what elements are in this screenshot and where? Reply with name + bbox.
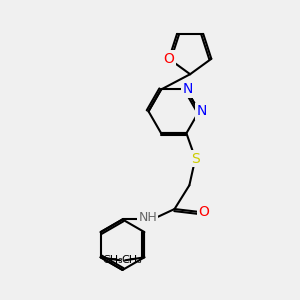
Text: CH₃: CH₃ xyxy=(103,255,124,265)
Text: O: O xyxy=(164,52,174,66)
Text: NH: NH xyxy=(138,212,157,224)
Text: CH₃: CH₃ xyxy=(122,255,142,265)
Text: O: O xyxy=(198,205,209,219)
Text: S: S xyxy=(191,152,200,166)
Text: N: N xyxy=(197,104,207,118)
Text: N: N xyxy=(183,82,193,97)
